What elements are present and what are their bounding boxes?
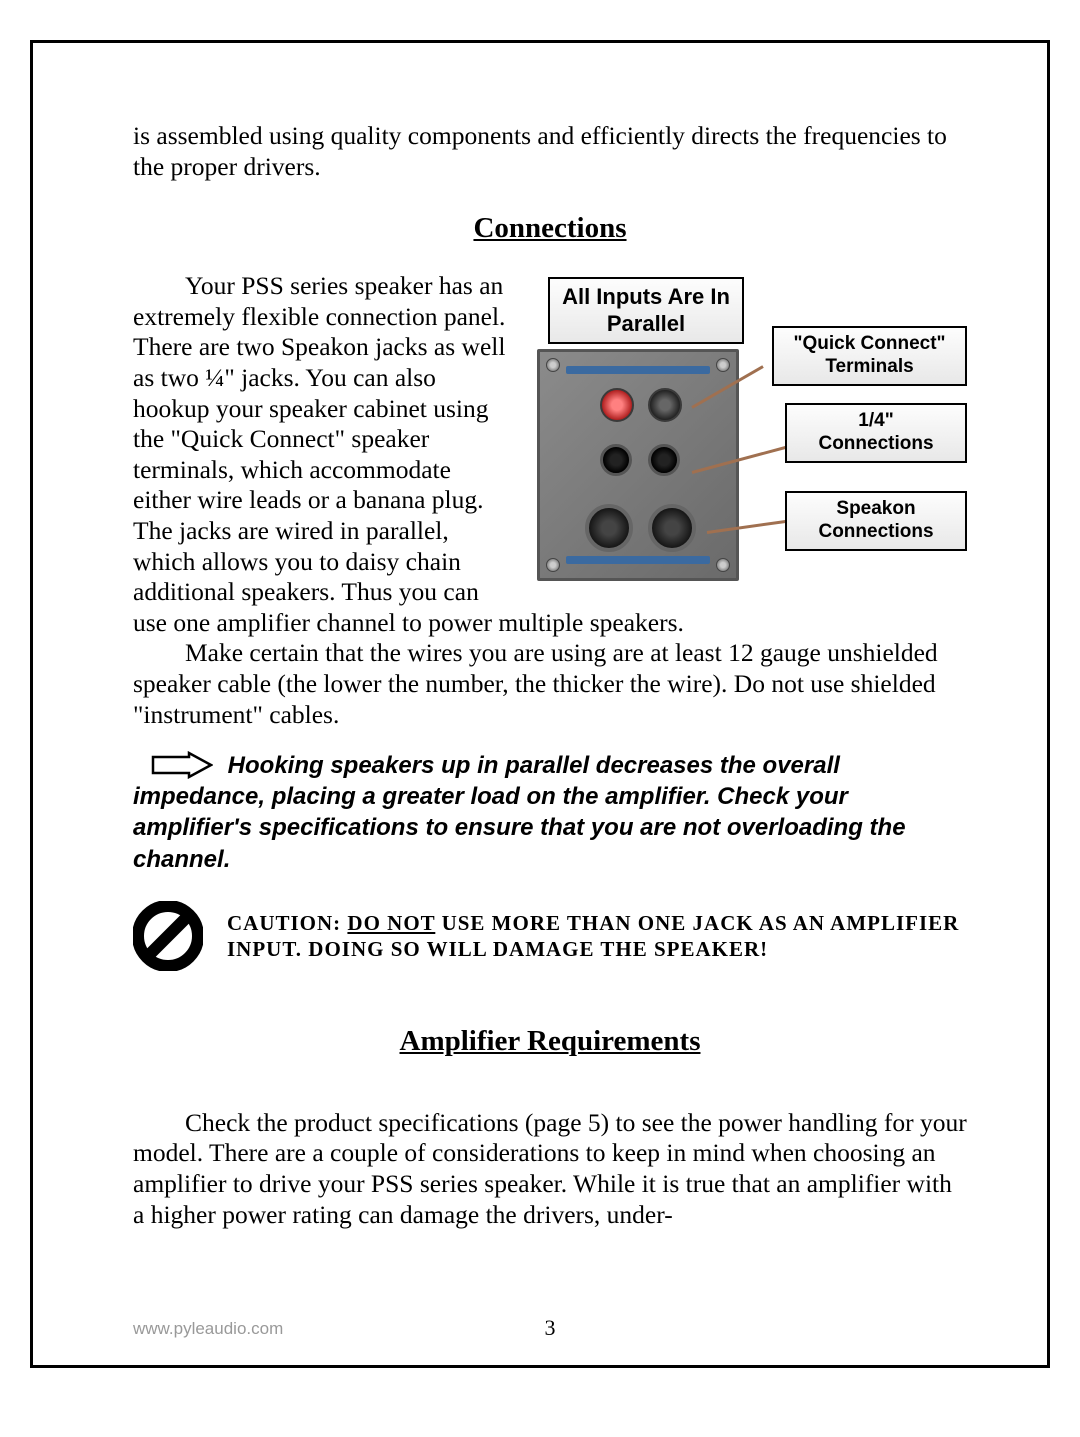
callout-quick-connect: "Quick Connect" Terminals bbox=[772, 326, 967, 386]
page-footer: www.pyleaudio.com 3 bbox=[133, 1319, 967, 1339]
caution-text: CAUTION: DO NOT USE MORE THAN ONE JACK A… bbox=[227, 910, 967, 963]
arrow-icon bbox=[151, 751, 213, 779]
quarter-inch-jack-1 bbox=[600, 444, 632, 476]
heading-amplifier: Amplifier Requirements bbox=[133, 1025, 967, 1058]
callout-parallel: All Inputs Are In Parallel bbox=[548, 277, 744, 344]
page-number: 3 bbox=[545, 1315, 556, 1341]
intro-paragraph: is assembled using quality components an… bbox=[133, 121, 967, 182]
page-frame: is assembled using quality components an… bbox=[30, 40, 1050, 1368]
quick-connect-red bbox=[600, 388, 634, 422]
callout-quarter-inch: 1/4" Connections bbox=[785, 403, 967, 463]
connection-panel-diagram: All Inputs Are In Parallel "Quick Connec… bbox=[522, 271, 967, 586]
connections-para-2: Make certain that the wires you are usin… bbox=[133, 638, 967, 730]
caution-block: CAUTION: DO NOT USE MORE THAN ONE JACK A… bbox=[133, 901, 967, 971]
connections-section: All Inputs Are In Parallel "Quick Connec… bbox=[133, 271, 967, 730]
connector-panel bbox=[537, 349, 739, 581]
prohibited-icon bbox=[133, 901, 203, 971]
heading-connections: Connections bbox=[133, 212, 967, 245]
impedance-note: Hooking speakers up in parallel decrease… bbox=[133, 750, 967, 875]
amplifier-paragraph: Check the product specifications (page 5… bbox=[133, 1108, 967, 1230]
quarter-inch-jack-2 bbox=[648, 444, 680, 476]
speakon-jack-2 bbox=[648, 504, 696, 552]
callout-speakon: Speakon Connections bbox=[785, 491, 967, 551]
quick-connect-black bbox=[648, 388, 682, 422]
speakon-jack-1 bbox=[585, 504, 633, 552]
footer-url: www.pyleaudio.com bbox=[133, 1319, 283, 1339]
